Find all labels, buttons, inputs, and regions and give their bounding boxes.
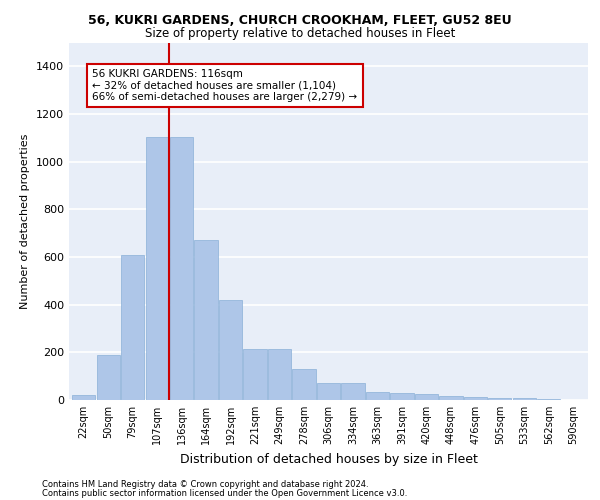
Text: 56 KUKRI GARDENS: 116sqm
← 32% of detached houses are smaller (1,104)
66% of sem: 56 KUKRI GARDENS: 116sqm ← 32% of detach… — [92, 68, 358, 102]
Bar — [194, 240, 218, 400]
Text: 56, KUKRI GARDENS, CHURCH CROOKHAM, FLEET, GU52 8EU: 56, KUKRI GARDENS, CHURCH CROOKHAM, FLEE… — [88, 14, 512, 27]
Bar — [341, 384, 365, 400]
Bar — [268, 349, 291, 400]
Bar — [464, 397, 487, 400]
Bar — [537, 399, 560, 400]
X-axis label: Distribution of detached houses by size in Fleet: Distribution of detached houses by size … — [179, 452, 478, 466]
Bar — [317, 384, 340, 400]
Bar — [121, 254, 144, 400]
Text: Size of property relative to detached houses in Fleet: Size of property relative to detached ho… — [145, 28, 455, 40]
Y-axis label: Number of detached properties: Number of detached properties — [20, 134, 31, 309]
Bar — [415, 394, 438, 400]
Text: Contains public sector information licensed under the Open Government Licence v3: Contains public sector information licen… — [42, 488, 407, 498]
Bar — [146, 136, 169, 400]
Bar — [513, 398, 536, 400]
Text: Contains HM Land Registry data © Crown copyright and database right 2024.: Contains HM Land Registry data © Crown c… — [42, 480, 368, 489]
Bar — [170, 136, 193, 400]
Bar — [391, 393, 413, 400]
Bar — [72, 395, 95, 400]
Bar — [366, 392, 389, 400]
Bar — [244, 349, 266, 400]
Bar — [292, 369, 316, 400]
Bar — [219, 300, 242, 400]
Bar — [97, 354, 120, 400]
Bar — [439, 396, 463, 400]
Bar — [488, 398, 511, 400]
